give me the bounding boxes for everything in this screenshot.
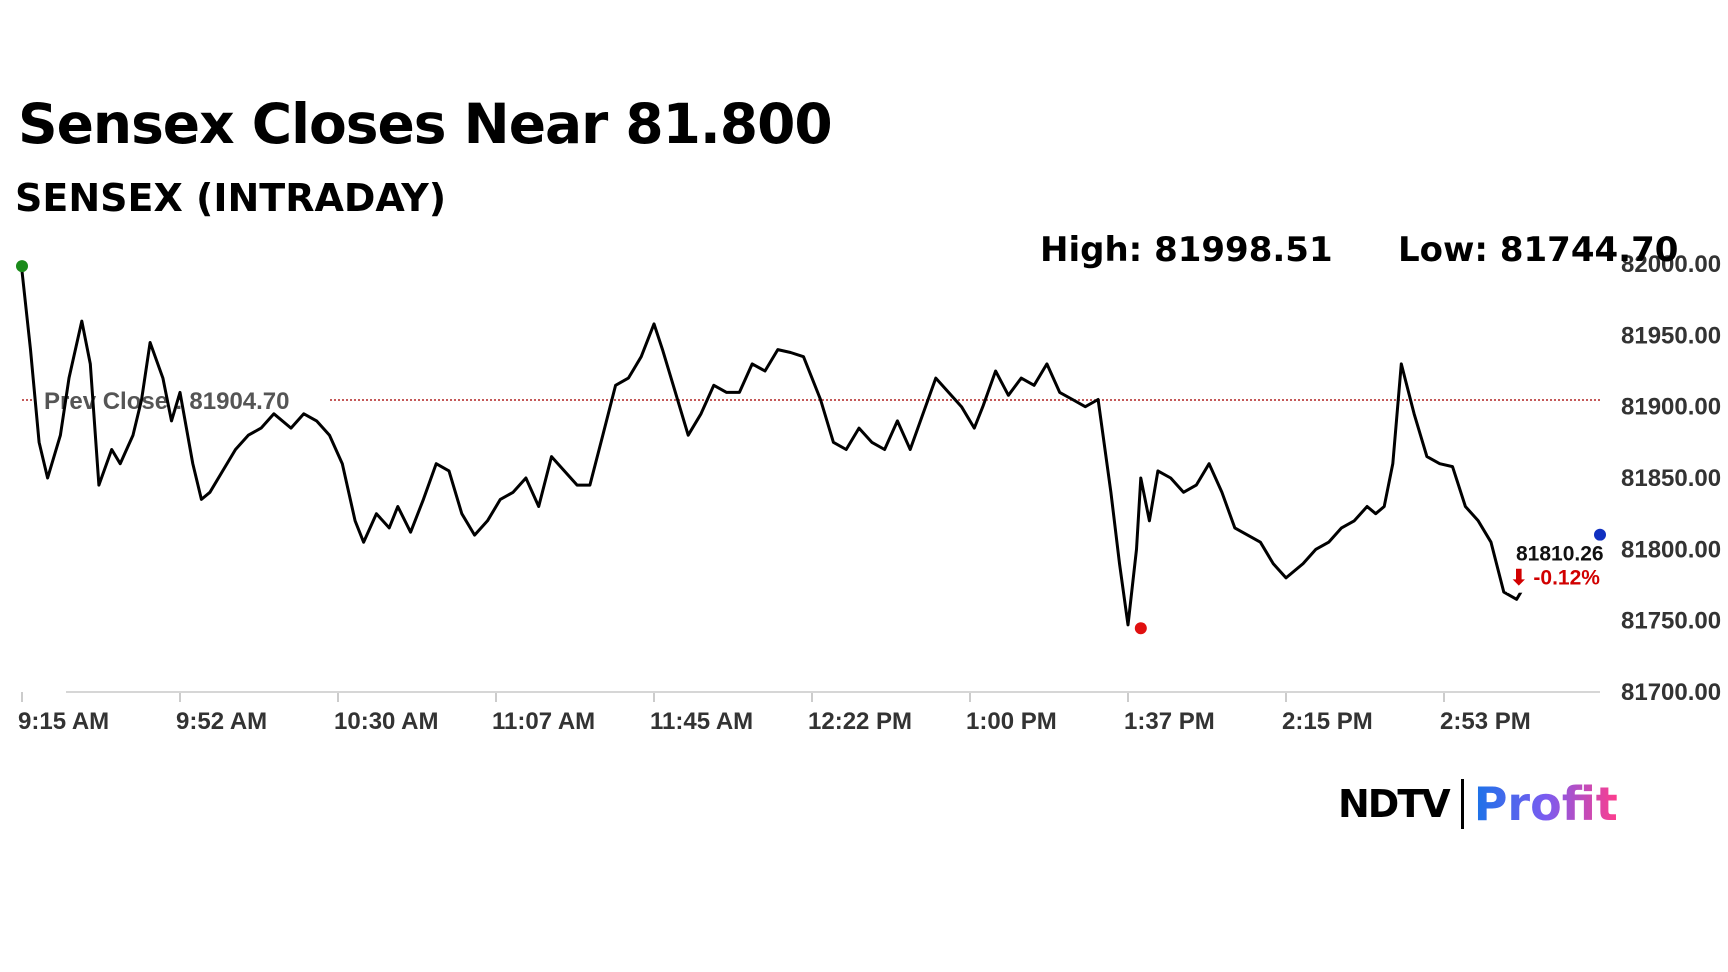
last-price-label-bg <box>1507 540 1601 593</box>
y-tick-label: 81900.00 <box>1621 394 1721 421</box>
headline: Sensex Closes Near 81.800 <box>18 92 833 156</box>
y-tick-label: 81850.00 <box>1621 465 1721 492</box>
x-tick-label: 11:07 AM <box>492 708 595 735</box>
logo-divider <box>1460 779 1464 829</box>
y-tick-label: 81700.00 <box>1621 679 1721 706</box>
x-tick-label: 9:15 AM <box>18 708 109 735</box>
y-tick-label: 81950.00 <box>1621 322 1721 349</box>
day-low-marker <box>1134 622 1147 635</box>
x-tick-label: 11:45 AM <box>650 708 753 735</box>
x-tick-label: 1:00 PM <box>966 708 1057 735</box>
last-price-label: 81810.26 <box>1516 543 1604 566</box>
ndtv-profit-logo: NDTV Profit <box>1338 774 1618 834</box>
x-tick-label: 12:22 PM <box>808 708 912 735</box>
logo-profit-text: Profit <box>1473 777 1618 831</box>
x-tick-label: 2:53 PM <box>1440 708 1531 735</box>
x-tick-label: 2:15 PM <box>1282 708 1373 735</box>
day-high-stat: High: 81998.51 <box>1040 230 1333 270</box>
day-high-marker <box>16 260 28 273</box>
day-low-stat: Low: 81744.70 <box>1398 230 1679 270</box>
y-tick-label: 82000.00 <box>1621 251 1721 278</box>
last-price-marker <box>1594 528 1606 541</box>
price-series-line <box>20 270 1544 627</box>
y-axis: 82000.00 81950.00 81900.00 81850.00 81800.00… <box>1621 251 1721 706</box>
y-tick-label: 81800.00 <box>1621 536 1721 563</box>
x-tick-label: 1:37 PM <box>1124 708 1215 735</box>
x-tick-label: 10:30 AM <box>334 708 438 735</box>
chart-subtitle: SENSEX (INTRADAY) <box>15 176 447 220</box>
x-tick-label: 9:52 AM <box>176 708 267 735</box>
y-tick-label: 81750.00 <box>1621 608 1721 635</box>
x-axis: 9:15 AM 9:52 AM 10:30 AM 11:07 AM 11:45 AM 12… <box>18 692 1531 735</box>
change-percent-label: ⬇ -0.12% <box>1510 567 1600 590</box>
logo-ndtv-text: NDTV <box>1338 782 1451 826</box>
